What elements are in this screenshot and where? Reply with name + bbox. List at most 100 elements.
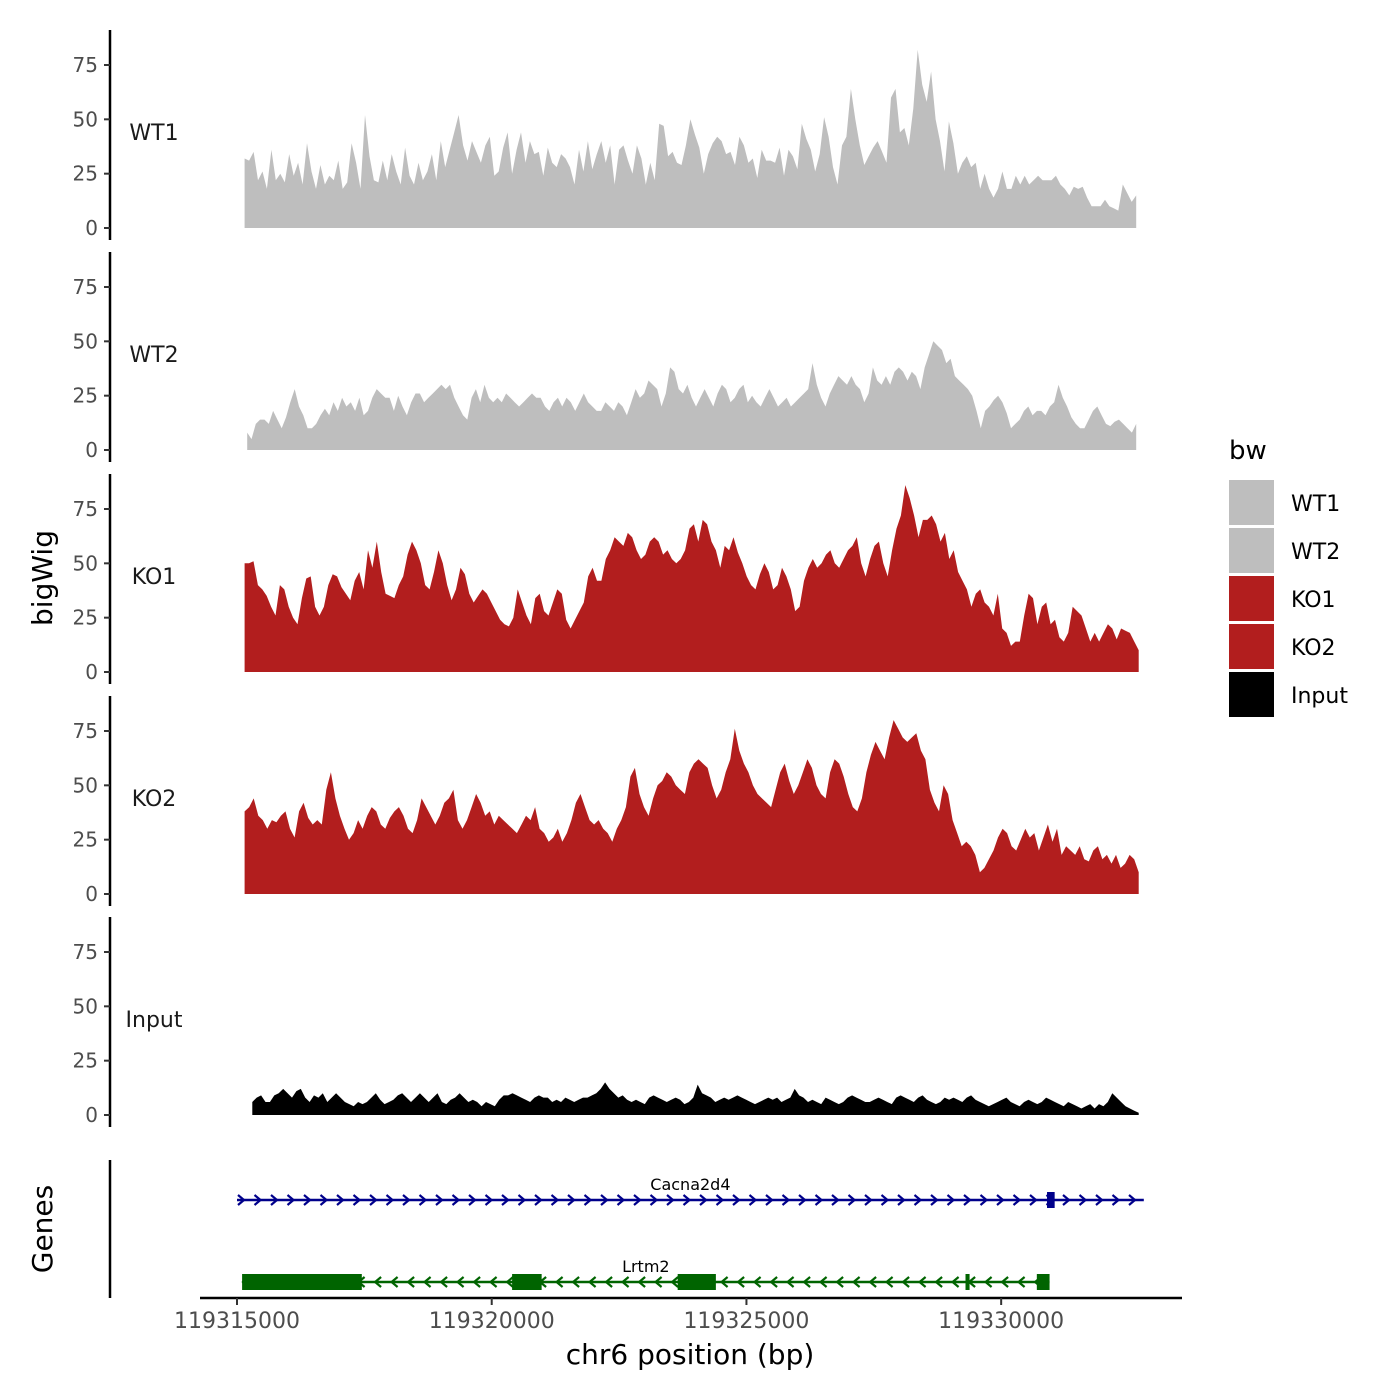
gene-lrtm2: Lrtm2 bbox=[241, 1257, 1050, 1290]
y-tick-label: 0 bbox=[85, 882, 98, 906]
panel-label: KO1 bbox=[132, 565, 177, 590]
y-tick-label: 25 bbox=[73, 828, 98, 852]
strand-arrow bbox=[649, 1194, 659, 1206]
strand-arrow bbox=[534, 1194, 543, 1206]
strand-arrow bbox=[765, 1194, 774, 1206]
y-tick-label: 0 bbox=[85, 1103, 98, 1127]
strand-arrow bbox=[435, 1194, 444, 1206]
y-tick-label: 25 bbox=[73, 1049, 98, 1073]
strand-arrow bbox=[835, 1276, 844, 1288]
y-tick-label: 50 bbox=[73, 329, 98, 353]
exon bbox=[965, 1274, 970, 1290]
strand-arrow bbox=[732, 1194, 741, 1206]
strand-arrow bbox=[286, 1194, 296, 1206]
strand-arrow bbox=[814, 1194, 824, 1206]
bigwig-panels: 0 25 50 75 WT1 0 25 50 75 WT2 0 25 50 75 KO1 0 25 50 75 KO2… bbox=[73, 30, 1139, 1127]
strand-arrow bbox=[567, 1194, 576, 1206]
strand-arrow bbox=[913, 1194, 923, 1206]
legend: bw WT1 WT2 KO1 KO2 Input bbox=[1229, 436, 1348, 717]
strand-arrow bbox=[715, 1194, 725, 1206]
strand-arrow bbox=[748, 1194, 758, 1206]
strand-arrow bbox=[946, 1194, 956, 1206]
y-tick-label: 25 bbox=[73, 384, 98, 408]
panel-input: 0 25 50 75 Input bbox=[73, 917, 1139, 1127]
legend-key-wt2 bbox=[1229, 528, 1274, 573]
exon bbox=[1036, 1274, 1050, 1290]
strand-arrow bbox=[1000, 1276, 1009, 1288]
coverage-area bbox=[244, 485, 1139, 672]
legend-title: bw bbox=[1229, 436, 1267, 466]
x-tick-label: 119330000 bbox=[938, 1309, 1064, 1334]
strand-arrow bbox=[1128, 1194, 1137, 1206]
strand-arrow bbox=[736, 1276, 745, 1288]
strand-arrow bbox=[389, 1276, 399, 1288]
strand-arrow bbox=[880, 1194, 890, 1206]
strand-arrow bbox=[719, 1276, 729, 1288]
panel-label: KO2 bbox=[132, 787, 177, 812]
genes-axis-title: Genes bbox=[26, 1185, 59, 1273]
legend-label-ko2: KO2 bbox=[1291, 636, 1336, 661]
y-tick-label: 50 bbox=[73, 551, 98, 575]
y-tick-label: 75 bbox=[73, 719, 98, 743]
panel-label: WT1 bbox=[129, 121, 178, 146]
legend-label-input: Input bbox=[1291, 684, 1348, 709]
strand-arrow bbox=[571, 1276, 580, 1288]
panel-ko2: 0 25 50 75 KO2 bbox=[73, 696, 1139, 906]
strand-arrow bbox=[950, 1276, 960, 1288]
strand-arrow bbox=[600, 1194, 609, 1206]
x-axis: 119315000 119320000 119325000 119330000 bbox=[174, 1296, 1182, 1334]
strand-arrow bbox=[402, 1194, 411, 1206]
x-axis-title: chr6 position (bp) bbox=[566, 1338, 815, 1371]
y-tick-label: 75 bbox=[73, 275, 98, 299]
y-tick-label: 25 bbox=[73, 162, 98, 186]
exon bbox=[242, 1274, 362, 1290]
legend-label-wt2: WT2 bbox=[1291, 540, 1340, 565]
strand-arrow bbox=[653, 1276, 663, 1288]
strand-arrow bbox=[699, 1194, 708, 1206]
y-tick-label: 25 bbox=[73, 606, 98, 630]
strand-arrow bbox=[422, 1276, 432, 1288]
strand-arrow bbox=[303, 1194, 312, 1206]
strand-arrow bbox=[472, 1276, 481, 1288]
panel-label: Input bbox=[126, 1008, 183, 1033]
strand-arrow bbox=[583, 1194, 593, 1206]
x-tick-label: 119325000 bbox=[683, 1309, 809, 1334]
strand-arrow bbox=[517, 1194, 527, 1206]
strand-arrow bbox=[798, 1194, 807, 1206]
strand-arrow bbox=[468, 1194, 477, 1206]
strand-arrow bbox=[1078, 1194, 1088, 1206]
y-tick-label: 0 bbox=[85, 216, 98, 240]
strand-arrow bbox=[319, 1194, 329, 1206]
strand-arrow bbox=[418, 1194, 428, 1206]
legend-label-wt1: WT1 bbox=[1291, 492, 1340, 517]
strand-arrow bbox=[385, 1194, 395, 1206]
strand-arrow bbox=[554, 1276, 564, 1288]
y-tick-label: 75 bbox=[73, 53, 98, 77]
strand-arrow bbox=[620, 1276, 630, 1288]
strand-arrow bbox=[505, 1276, 514, 1288]
strand-arrow bbox=[996, 1194, 1005, 1206]
strand-arrow bbox=[406, 1276, 415, 1288]
strand-arrow bbox=[637, 1276, 646, 1288]
y-axis-title: bigWig bbox=[26, 530, 59, 626]
strand-arrow bbox=[884, 1276, 894, 1288]
panel-wt2: 0 25 50 75 WT2 bbox=[73, 252, 1137, 462]
y-tick-label: 0 bbox=[85, 438, 98, 462]
strand-arrow bbox=[847, 1194, 857, 1206]
strand-arrow bbox=[1012, 1194, 1022, 1206]
strand-arrow bbox=[1111, 1194, 1121, 1206]
strand-arrow bbox=[917, 1276, 927, 1288]
y-tick-label: 50 bbox=[73, 773, 98, 797]
strand-arrow bbox=[868, 1276, 877, 1288]
strand-arrow bbox=[666, 1194, 675, 1206]
strand-arrow bbox=[451, 1194, 461, 1206]
strand-arrow bbox=[633, 1194, 642, 1206]
strand-arrow bbox=[781, 1194, 791, 1206]
legend-key-ko1 bbox=[1229, 576, 1274, 621]
strand-arrow bbox=[682, 1194, 692, 1206]
strand-arrow bbox=[488, 1276, 498, 1288]
gene-label: Lrtm2 bbox=[622, 1257, 670, 1276]
strand-arrow bbox=[369, 1194, 378, 1206]
strand-arrow bbox=[831, 1194, 840, 1206]
